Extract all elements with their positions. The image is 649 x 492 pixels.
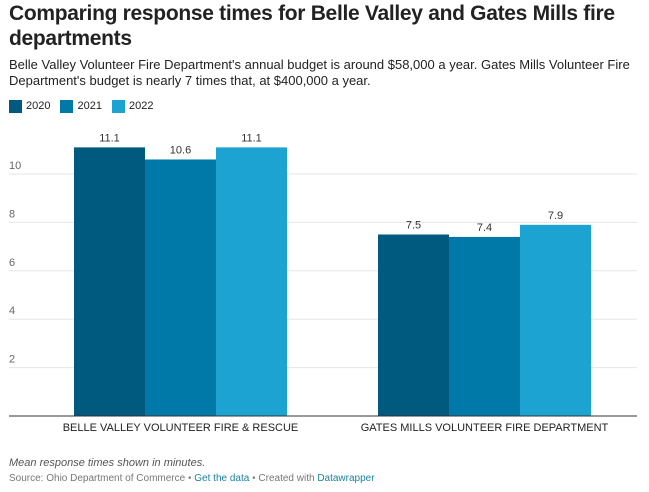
legend-swatch: [60, 99, 74, 113]
chart-subtitle: Belle Valley Volunteer Fire Department's…: [9, 57, 630, 88]
bar-value-label: 7.4: [477, 222, 492, 234]
data-labels: 11.1 10.6 11.1 7.5 7.4 7.9: [99, 132, 563, 234]
bar-value-label: 11.1: [99, 132, 120, 144]
created-with-text: Created with: [258, 473, 315, 484]
y-tick-label: 2: [9, 354, 15, 366]
chart-title: Comparing response times for Belle Valle…: [9, 2, 615, 50]
bar: [74, 147, 145, 416]
legend-swatch: [111, 99, 125, 113]
bar-value-label: 11.1: [241, 132, 262, 144]
legend: 2020 2021 2022: [9, 99, 163, 113]
datawrapper-link[interactable]: Datawrapper: [317, 473, 375, 484]
bar-value-label: 7.9: [548, 210, 563, 222]
legend-item: 2021: [60, 99, 102, 113]
separator-dot: •: [252, 473, 256, 484]
bar: [216, 147, 287, 416]
axes: BELLE VALLEY VOLUNTEER FIRE & RESCUE GATE…: [9, 415, 637, 434]
bar: [378, 234, 449, 416]
legend-label: 2022: [128, 100, 154, 112]
legend-item: 2022: [111, 99, 154, 113]
separator-dot: •: [187, 473, 192, 484]
bar-value-label: 7.5: [406, 220, 421, 232]
y-tick-label: 8: [9, 208, 15, 220]
bar: [145, 159, 216, 417]
legend-swatch: [9, 99, 22, 113]
chart-notes: Mean response times shown in minutes.: [9, 457, 206, 469]
bar: [520, 224, 591, 416]
legend-item: 2020: [9, 99, 51, 113]
legend-label: 2020: [26, 100, 51, 112]
chart-footer: Source: Ohio Department of Commerce • Ge…: [9, 473, 375, 484]
bars: [74, 147, 591, 417]
source-text: Source: Ohio Department of Commerce: [9, 473, 186, 484]
bar: [449, 236, 520, 416]
bar-chart: 2 4 6 8 10 11.1 10.6 11.1 7.5 7.4 7.9 BELLE VALLE…: [9, 132, 637, 434]
bar-value-label: 10.6: [170, 144, 191, 156]
y-tick-label: 10: [9, 160, 21, 172]
legend-label: 2021: [77, 100, 102, 112]
y-tick-label: 6: [9, 257, 15, 269]
x-category-label: GATES MILLS VOLUNTEER FIRE DEPARTMENT: [361, 422, 609, 434]
get-data-link[interactable]: Get the data: [194, 473, 250, 484]
y-tick-label: 4: [9, 305, 15, 317]
x-category-label: BELLE VALLEY VOLUNTEER FIRE & RESCUE: [63, 422, 299, 434]
